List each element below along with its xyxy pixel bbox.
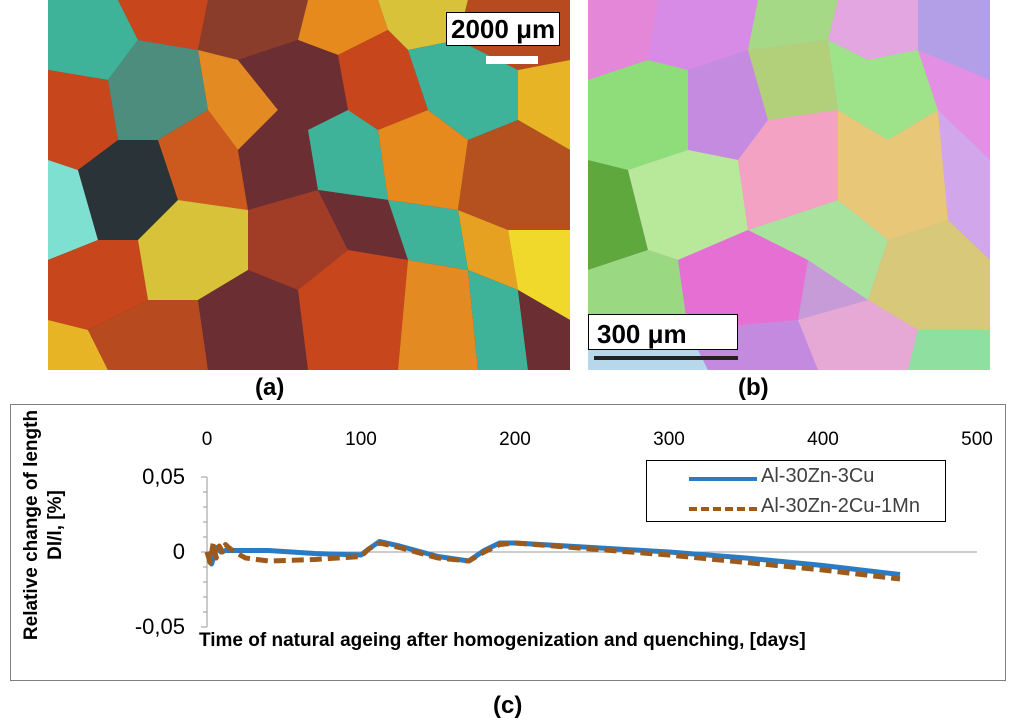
y-tick-label: 0,05 [142, 464, 185, 489]
x-tick-label: 200 [499, 429, 531, 450]
x-tick-label: 0 [202, 429, 213, 450]
y-axis-label: Relative change of length Dl/l, [%] [21, 409, 66, 641]
panel-label-a: (a) [255, 374, 285, 401]
legend-swatch-0 [689, 477, 757, 481]
y-tick-label: 0 [173, 539, 185, 564]
x-tick-label: 300 [653, 429, 685, 450]
micrograph-a [48, 0, 570, 370]
x-tick-label: 500 [961, 429, 993, 450]
x-tick-label: 100 [345, 429, 377, 450]
legend-label-1: Al-30Zn-2Cu-1Mn [761, 495, 920, 517]
micrograph-a-grains [48, 0, 570, 370]
panel-label-b: (b) [738, 374, 769, 401]
legend-swatch-1 [689, 507, 757, 511]
scale-bar-label-a: 2000 μm [446, 12, 561, 46]
chart-legend: Al-30Zn-3Cu Al-30Zn-2Cu-1Mn [646, 460, 946, 522]
micrograph-b [588, 0, 990, 370]
x-tick-label: 400 [807, 429, 839, 450]
micrograph-b-grains [588, 0, 990, 370]
chart-frame [10, 404, 1006, 681]
legend-item-1: Al-30Zn-2Cu-1Mn [647, 493, 945, 521]
series-line-1 [204, 540, 901, 582]
y-tick-label: -0,05 [135, 614, 185, 639]
scale-bar-b [594, 356, 738, 360]
legend-item-0: Al-30Zn-3Cu [647, 463, 945, 491]
x-axis-label: Time of natural ageing after homogenizat… [199, 630, 806, 651]
scale-bar-label-b: 300 μm [588, 314, 738, 350]
legend-label-0: Al-30Zn-3Cu [761, 465, 875, 487]
panel-label-c: (c) [493, 692, 523, 719]
scale-bar-a [486, 56, 538, 64]
